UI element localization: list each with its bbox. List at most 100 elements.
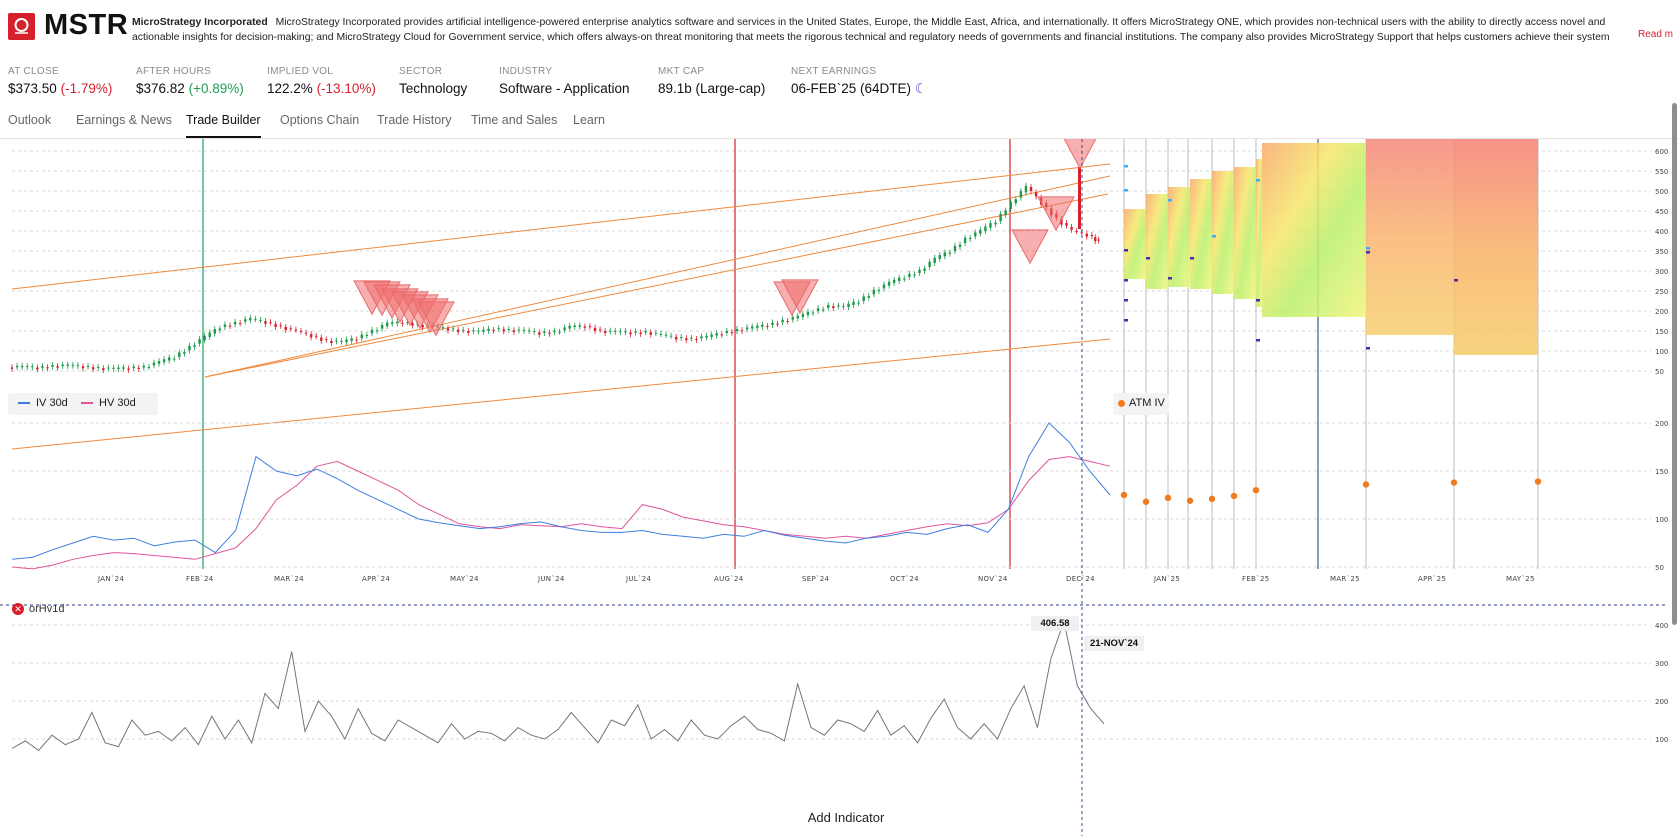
strike-marker: [1212, 235, 1216, 238]
next-earnings-value: 06-FEB`25 (64DTE): [791, 81, 912, 96]
candle-body: [908, 273, 911, 277]
candle-body: [730, 332, 734, 334]
orhv1d-line: [11, 619, 1105, 752]
tab-time-and-sales[interactable]: Time and Sales: [471, 113, 558, 127]
candle-body: [548, 332, 551, 334]
tab-options-chain[interactable]: Options Chain: [280, 113, 360, 127]
candle-body: [766, 325, 769, 327]
candle-body: [167, 357, 171, 361]
implied-vol-change: (-13.10%): [316, 81, 376, 96]
candle-body: [887, 281, 891, 286]
candle-body: [943, 252, 947, 257]
candle-body: [244, 319, 247, 322]
strike-marker: [1454, 279, 1458, 282]
atm-iv-legend[interactable]: ATM IV: [1113, 393, 1169, 415]
atm-iv-dot: [1362, 481, 1370, 488]
add-indicator-button[interactable]: Add Indicator: [807, 810, 885, 825]
candle-body: [249, 317, 252, 321]
candle-body: [198, 339, 201, 344]
candle-body: [375, 330, 379, 332]
candle-body: [882, 284, 886, 289]
candle-body: [1019, 191, 1023, 198]
candle-body: [953, 245, 957, 251]
strike-marker: [1190, 257, 1194, 260]
legend-iv30d[interactable]: IV 30d: [18, 397, 68, 409]
candle-body: [593, 327, 597, 331]
candle-body: [710, 334, 713, 337]
price-axis-tick: 150: [1655, 328, 1668, 336]
vol-axis-tick: 150: [1655, 468, 1668, 476]
tab-trade-history[interactable]: Trade History: [377, 113, 452, 127]
stat-sector: SECTOR Technology: [399, 66, 467, 96]
expected-move-box: [1168, 187, 1190, 287]
strike-marker: [1366, 251, 1370, 254]
candle-body: [750, 326, 754, 329]
trade-signal-triangle: [417, 301, 455, 337]
candle-body: [289, 328, 293, 330]
hv-line-icon: [81, 402, 93, 405]
month-axis-tick: MAY`25: [1506, 575, 1535, 583]
candle-body: [157, 361, 161, 364]
tab-outlook[interactable]: Outlook: [8, 113, 52, 127]
candle-body: [619, 331, 622, 333]
candle-body: [979, 229, 982, 234]
candle-body: [492, 329, 495, 331]
month-axis-tick: MAR`24: [274, 575, 304, 583]
price-axis-tick: 350: [1655, 248, 1668, 256]
candle-body: [690, 337, 693, 339]
expected-move-box: [1454, 139, 1538, 355]
candle-body: [598, 329, 602, 331]
candle-body: [477, 330, 480, 332]
candle-body: [974, 232, 977, 237]
read-more-link[interactable]: Read m: [1638, 29, 1674, 40]
candle-body: [304, 332, 308, 334]
candle-body: [46, 367, 49, 369]
candle-body: [821, 309, 825, 311]
strike-marker: [1256, 179, 1260, 182]
candle-body: [213, 329, 216, 334]
candle-body: [756, 325, 759, 328]
candle-body: [507, 329, 511, 330]
candle-body: [517, 329, 521, 331]
strike-marker: [1256, 339, 1260, 342]
candle-body: [938, 255, 941, 259]
candle-body: [66, 364, 69, 366]
price-axis-tick: 300: [1655, 268, 1668, 276]
trade-signal-triangle: [781, 279, 819, 315]
candle-body: [1065, 223, 1068, 226]
scrollbar-thumb[interactable]: [1672, 103, 1677, 625]
remove-indicator-icon[interactable]: ✕: [12, 603, 24, 616]
strike-marker: [1168, 277, 1172, 280]
tab-earnings-news[interactable]: Earnings & News: [76, 113, 172, 127]
candle-body: [1014, 199, 1018, 203]
price-axis-tick: 100: [1655, 348, 1668, 356]
candle-body: [1097, 239, 1100, 241]
candle-body: [928, 261, 931, 267]
candle-body: [284, 327, 287, 330]
candle-body: [233, 321, 237, 325]
stat-label: MKT CAP: [658, 66, 705, 77]
candle-body: [634, 331, 637, 333]
candle-body: [147, 367, 151, 368]
candle-body: [396, 321, 399, 324]
volatility-legend: IV 30d HV 30d: [8, 393, 158, 415]
candle-body: [238, 323, 242, 324]
strike-marker: [1124, 189, 1128, 192]
at-close-price: $373.50: [8, 81, 57, 96]
legend-hv30d[interactable]: HV 30d: [81, 397, 136, 409]
stat-label: IMPLIED VOL: [267, 66, 334, 77]
candle-body: [512, 330, 516, 333]
tab-trade-builder[interactable]: Trade Builder: [186, 113, 261, 138]
candle-body: [968, 237, 972, 239]
atm-iv-dot: [1450, 479, 1458, 486]
candle-body: [61, 364, 64, 367]
candle-body: [269, 322, 272, 324]
candle-body: [56, 366, 59, 368]
candle-body: [553, 330, 556, 333]
tab-learn[interactable]: Learn: [573, 113, 605, 127]
company-description: MicroStrategy Incorporated MicroStrategy…: [132, 15, 1632, 46]
trade-builder-chart[interactable]: 600 550 500 450 400 350 300 250 200 150 100 50 JAN`2…: [0, 139, 1679, 836]
chart-canvas[interactable]: 600 550 500 450 400 350 300 250 200 150 100 50 JAN`2…: [0, 139, 1679, 836]
candle-body: [117, 367, 120, 369]
candle-body: [228, 325, 232, 327]
